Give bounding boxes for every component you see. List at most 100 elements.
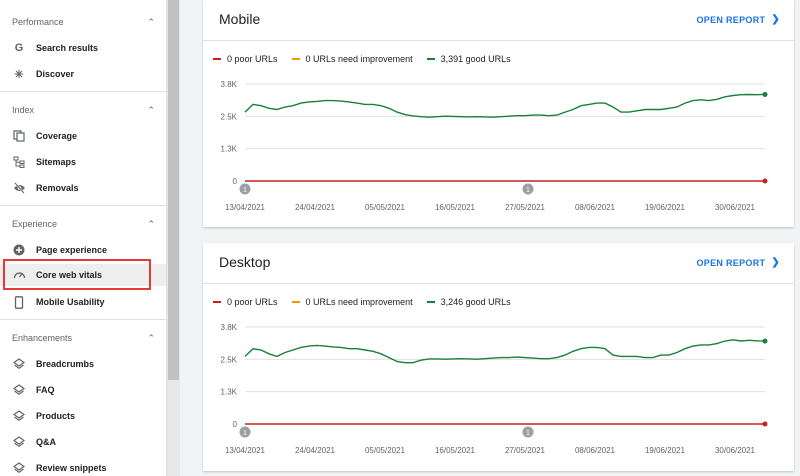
- sidebar-item-label: Discover: [36, 69, 75, 79]
- section-title: Experience: [12, 219, 58, 229]
- layers-icon: [12, 383, 26, 397]
- y-tick-label: 1.3K: [221, 388, 238, 397]
- annotation-label: 1: [526, 187, 530, 194]
- sidebar-item-label: Review snippets: [36, 463, 107, 473]
- x-tick-label: 05/05/2021: [365, 446, 406, 455]
- x-tick-label: 27/05/2021: [505, 446, 546, 455]
- legend-item-poor[interactable]: 0 poor URLs: [213, 54, 278, 64]
- x-tick-label: 30/06/2021: [715, 446, 756, 455]
- legend-item-needs-improvement[interactable]: 0 URLs need improvement: [291, 54, 413, 64]
- open-report-button[interactable]: OPEN REPORT ❯: [697, 14, 781, 25]
- legend-label: 0 URLs need improvement: [305, 297, 413, 307]
- sidebar-item-label: Mobile Usability: [36, 297, 105, 307]
- chevron-up-icon[interactable]: ⌃: [147, 16, 155, 27]
- annotation-marker: [522, 426, 534, 438]
- x-tick-label: 13/04/2021: [225, 446, 266, 455]
- sidebar-item-qa[interactable]: Q&A: [0, 431, 166, 453]
- chevron-right-icon: ❯: [771, 14, 780, 25]
- x-tick-label: 05/05/2021: [365, 203, 406, 212]
- desktop-report-card: Desktop OPEN REPORT ❯ 0 poor URLs 0 URLs…: [203, 243, 794, 471]
- sidebar-item-page-experience[interactable]: Page experience: [0, 239, 166, 261]
- x-tick-label: 08/06/2021: [575, 446, 616, 455]
- divider: [0, 205, 166, 206]
- annotation-label: 1: [243, 430, 247, 437]
- phone-icon: [12, 295, 26, 309]
- sidebar-item-coverage[interactable]: Coverage: [0, 125, 166, 147]
- asterisk-icon: ✳: [14, 68, 24, 81]
- sidebar-item-label: Q&A: [36, 437, 56, 447]
- sidebar-item-faq[interactable]: FAQ: [0, 379, 166, 401]
- chart-legend: 0 poor URLs 0 URLs need improvement 3,24…: [213, 295, 525, 309]
- layers-icon: [12, 357, 26, 371]
- series-endpoint-good: [762, 338, 768, 344]
- section-title: Performance: [12, 17, 64, 27]
- chevron-right-icon: ❯: [771, 257, 780, 268]
- sitemap-icon: [12, 155, 26, 169]
- y-tick-label: 0: [233, 177, 238, 186]
- sidebar-item-removals[interactable]: Removals: [0, 177, 166, 199]
- eye-off-icon: [12, 181, 26, 195]
- x-tick-label: 27/05/2021: [505, 203, 546, 212]
- legend-swatch: [426, 301, 435, 303]
- sidebar-item-label: Products: [36, 411, 76, 421]
- sidebar-item-label: Search results: [36, 43, 99, 53]
- legend-label: 0 URLs need improvement: [305, 54, 413, 64]
- card-title: Desktop: [219, 254, 271, 270]
- section-header-performance[interactable]: Performance ⌃: [0, 12, 166, 32]
- open-report-label: OPEN REPORT: [696, 14, 766, 25]
- mobile-cwv-chart: 0 1.3K 2.5K 3.8K 13/04/2021 24/04/2021 05/05/2…: [221, 80, 768, 212]
- sidebar-item-label: FAQ: [36, 385, 55, 395]
- chevron-up-icon[interactable]: ⌃: [147, 104, 155, 115]
- legend-swatch: [426, 58, 435, 60]
- open-report-label: OPEN REPORT: [696, 257, 766, 268]
- series-endpoint-poor: [762, 178, 768, 184]
- section-title: Index: [12, 105, 35, 115]
- series-endpoint-good: [762, 91, 768, 97]
- chevron-up-icon[interactable]: ⌃: [147, 218, 155, 229]
- series-line-good: [244, 339, 766, 364]
- sidebar-item-review-snippets[interactable]: Review snippets: [0, 457, 166, 476]
- layers-icon: [12, 409, 26, 423]
- x-tick-label: 30/06/2021: [715, 203, 756, 212]
- sidebar-item-discover[interactable]: ✳ Discover: [0, 63, 166, 85]
- section-header-enhancements[interactable]: Enhancements ⌃: [0, 328, 166, 348]
- legend-swatch: [213, 58, 221, 60]
- chart-legend: 0 poor URLs 0 URLs need improvement 3,39…: [213, 52, 525, 66]
- card-header: Mobile OPEN REPORT ❯: [203, 0, 794, 41]
- legend-label: 3,246 good URLs: [440, 297, 511, 307]
- legend-swatch: [291, 58, 300, 60]
- sidebar-item-label: Core web vitals: [36, 270, 103, 280]
- legend-swatch: [291, 301, 300, 303]
- section-header-experience[interactable]: Experience ⌃: [0, 214, 166, 234]
- annotation-marker: [522, 183, 534, 195]
- add-circle-icon: [12, 243, 26, 257]
- series-endpoint-poor: [762, 421, 768, 427]
- section-header-index[interactable]: Index ⌃: [0, 100, 166, 120]
- chevron-up-icon[interactable]: ⌃: [147, 332, 155, 343]
- open-report-button[interactable]: OPEN REPORT ❯: [697, 257, 781, 268]
- legend-item-needs-improvement[interactable]: 0 URLs need improvement: [291, 297, 413, 307]
- annotation-marker: [239, 426, 251, 438]
- section-title: Enhancements: [12, 333, 73, 343]
- divider: [0, 91, 166, 92]
- legend-item-poor[interactable]: 0 poor URLs: [213, 297, 278, 307]
- sidebar-item-label: Breadcrumbs: [36, 359, 95, 369]
- sidebar-item-sitemaps[interactable]: Sitemaps: [0, 151, 166, 173]
- speedometer-icon: [12, 268, 26, 282]
- legend-swatch: [213, 301, 221, 303]
- sidebar-item-label: Removals: [36, 183, 79, 193]
- annotation-label: 1: [243, 187, 247, 194]
- sidebar-item-breadcrumbs[interactable]: Breadcrumbs: [0, 353, 166, 375]
- legend-item-good[interactable]: 3,246 good URLs: [426, 297, 511, 307]
- sidebar-item-search-results[interactable]: G Search results: [0, 37, 166, 59]
- legend-item-good[interactable]: 3,391 good URLs: [426, 54, 511, 64]
- y-tick-label: 1.3K: [221, 145, 238, 154]
- legend-label: 3,391 good URLs: [440, 54, 511, 64]
- sidebar-item-products[interactable]: Products: [0, 405, 166, 427]
- sidebar-item-core-web-vitals[interactable]: Core web vitals: [0, 264, 166, 286]
- card-header: Desktop OPEN REPORT ❯: [203, 243, 794, 284]
- y-tick-label: 3.8K: [221, 323, 238, 332]
- scrollbar-thumb[interactable]: [168, 0, 179, 380]
- x-tick-label: 19/06/2021: [645, 446, 686, 455]
- sidebar-item-mobile-usability[interactable]: Mobile Usability: [0, 291, 166, 313]
